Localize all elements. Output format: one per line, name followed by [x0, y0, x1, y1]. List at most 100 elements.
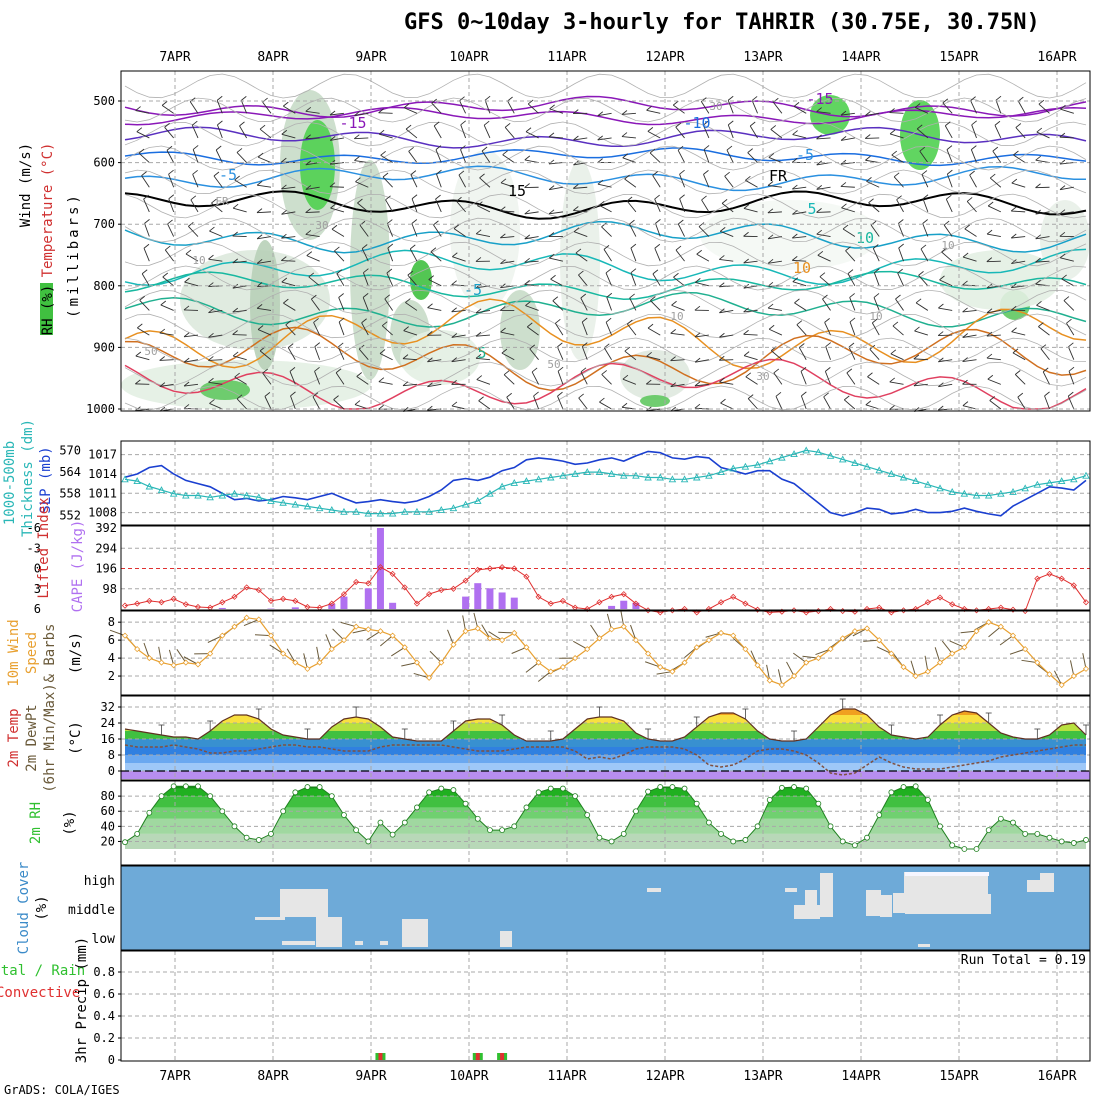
thickness-marker — [522, 477, 531, 485]
wind-barb-flag — [313, 318, 319, 323]
wind10-barb — [705, 632, 722, 638]
wind-barb-flag — [794, 298, 800, 304]
wind-barb-flag — [459, 96, 465, 102]
wind-barb-flag — [159, 328, 166, 334]
wind-barb — [411, 223, 418, 237]
wind-barb — [337, 346, 345, 360]
wind-barb — [167, 223, 175, 237]
wind10-marker — [170, 662, 177, 669]
li-marker — [121, 602, 129, 609]
wind-barb — [652, 175, 661, 188]
rh2m-marker — [1010, 819, 1016, 826]
contour-label: -5 — [219, 166, 237, 184]
wind-barb-flag — [402, 354, 409, 359]
wind-barb-flag — [433, 220, 439, 226]
wind-barb-flag — [281, 157, 287, 163]
wind-barb-flag — [655, 219, 661, 224]
thickness-marker — [413, 507, 421, 515]
wind-barb-flag — [281, 256, 287, 261]
wind-barb — [427, 383, 442, 388]
rh2m-marker — [997, 815, 1004, 822]
date-label-bottom: 8APR — [257, 1069, 288, 1084]
wind-barb — [217, 124, 223, 139]
wind-barb-flag — [410, 170, 417, 175]
cape-frame — [120, 525, 1091, 611]
wind-barb — [436, 173, 442, 188]
wind-barb-flag — [548, 232, 555, 237]
cape-tick: 98 — [103, 582, 117, 596]
rh2m-marker — [645, 788, 651, 795]
wind-barb-flag — [842, 224, 849, 230]
y-tick-label: 0.8 — [93, 965, 115, 979]
thickness-tick: 570 — [59, 443, 81, 457]
wind-barb — [475, 357, 490, 361]
isotach-contour — [124, 121, 1087, 147]
thickness-marker — [571, 469, 579, 477]
wind-barb — [670, 383, 685, 388]
rh2m-marker — [778, 784, 785, 791]
wind-barb — [792, 211, 807, 215]
wind-barb — [694, 383, 709, 387]
li-marker — [280, 595, 287, 602]
wind10-barb — [924, 655, 929, 672]
li-marker — [559, 597, 566, 604]
wind-barb — [385, 199, 394, 213]
rh2m-marker — [584, 812, 591, 818]
temp-band — [125, 739, 1086, 747]
wind-barb-flag — [696, 249, 703, 255]
wind-barb-flag — [168, 169, 174, 175]
wind-barb-flag — [941, 247, 947, 253]
wind-barb-flag — [507, 96, 513, 102]
li-marker — [1058, 575, 1065, 582]
wind-barb — [655, 223, 661, 237]
wind10-barb — [620, 610, 625, 627]
wind-barb-flag — [234, 175, 240, 181]
li-marker — [450, 585, 457, 592]
rh2m-marker — [450, 787, 457, 793]
wind-barb — [500, 236, 515, 239]
wind-barb — [971, 124, 977, 139]
wind10-marker — [936, 659, 944, 666]
wind-barb — [557, 371, 564, 385]
wind-barb-flag — [361, 318, 367, 324]
rh2m-marker — [243, 834, 250, 841]
wind-barb — [1059, 136, 1074, 139]
wind-barb-flag — [703, 169, 709, 175]
wind-barb — [407, 274, 418, 287]
ylabel-wind: Wind (m/s) — [18, 143, 34, 227]
wind-barb-flag — [580, 293, 587, 299]
wind-barb — [675, 126, 685, 139]
wind-barb-flag — [597, 111, 604, 117]
wind-barb-flag — [451, 280, 457, 286]
wind-barb — [233, 207, 247, 213]
wind-barb-flag — [606, 292, 613, 298]
wind-barb — [575, 252, 588, 262]
wind10-marker — [243, 614, 250, 621]
wind-barb-flag — [475, 229, 482, 235]
cape-bar — [474, 583, 482, 609]
wind-barb — [629, 223, 637, 237]
wind-barb-flag — [499, 306, 506, 311]
wind-barb — [654, 248, 661, 262]
cloud-patch — [647, 888, 661, 892]
rh-blob — [250, 240, 280, 370]
wind10-barb — [786, 661, 795, 677]
wind-barb-flag — [209, 226, 215, 232]
wind-barb — [481, 150, 491, 163]
wind-barb — [433, 125, 442, 139]
wind-barb-flag — [694, 357, 701, 363]
wind-barb — [865, 137, 880, 139]
wind-barb — [552, 300, 564, 311]
wind-barb-flag — [670, 406, 677, 412]
wind10-marker — [803, 659, 810, 666]
wind-barb — [1011, 182, 1026, 188]
rh2m-marker — [134, 830, 141, 837]
wind10-barb — [815, 648, 831, 656]
wind-barb-flag — [719, 332, 725, 338]
contour-label: -10 — [683, 114, 710, 132]
precip-convective-bar — [500, 1053, 505, 1060]
wind-barb — [649, 152, 661, 163]
wind-barb — [525, 305, 539, 311]
date-label-top: 14APR — [841, 50, 880, 65]
rh2m-marker — [389, 831, 396, 838]
